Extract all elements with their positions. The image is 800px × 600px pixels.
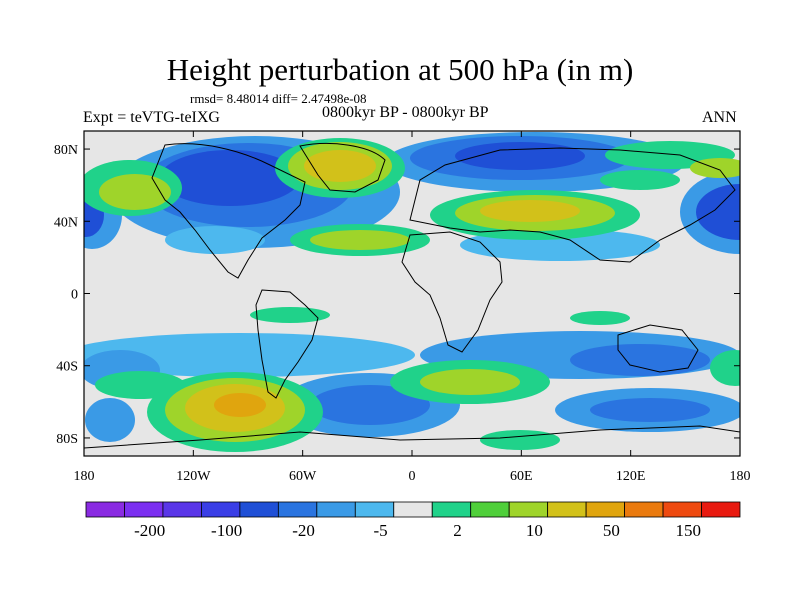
colorbar xyxy=(85,501,741,518)
contour-band xyxy=(250,307,330,323)
colorbar-label: 2 xyxy=(453,521,462,540)
contour-band xyxy=(310,230,410,250)
lat-label: 0 xyxy=(71,288,78,303)
contour-band xyxy=(590,398,710,422)
coastline-australia xyxy=(617,324,699,373)
colorbar-swatch xyxy=(85,501,125,518)
contour-band xyxy=(710,350,740,386)
coastlines xyxy=(84,143,740,449)
lat-label: 40S xyxy=(56,360,78,375)
colorbar-swatch xyxy=(547,501,587,518)
lon-label: 120E xyxy=(616,469,646,484)
contour-band xyxy=(480,430,560,450)
height-anomaly-fill xyxy=(84,132,740,452)
lat-label: 80N xyxy=(54,143,78,158)
contour-band xyxy=(165,226,265,254)
contour-band xyxy=(696,184,740,240)
coastline-greenland xyxy=(299,143,386,193)
season-label: ANN xyxy=(702,109,737,126)
colorbar-swatch xyxy=(624,501,664,518)
colorbar-swatch xyxy=(277,501,318,518)
contour-band xyxy=(600,170,680,190)
contour-band xyxy=(304,150,376,182)
colorbar-labels: -200 -100 -20 -5 2 10 50 150 xyxy=(134,521,701,540)
colorbar-swatch xyxy=(239,501,279,518)
contour-band xyxy=(570,344,710,376)
colorbar-label: 150 xyxy=(676,521,702,540)
colorbar-swatch xyxy=(201,501,241,518)
colorbar-label: -100 xyxy=(211,521,242,540)
period-label: 0800kyr BP - 0800kyr BP xyxy=(322,104,489,121)
lon-label: 180 xyxy=(730,469,751,484)
contour-band xyxy=(85,398,135,442)
coastline-south-america xyxy=(255,289,319,399)
contour-band xyxy=(420,369,520,395)
experiment-label: Expt = teVTG-teIXG xyxy=(83,109,220,126)
contour-band xyxy=(480,200,580,222)
colorbar-label: -200 xyxy=(134,521,165,540)
colorbar-label: 50 xyxy=(603,521,620,540)
contour-band xyxy=(99,174,171,210)
contour-band xyxy=(214,393,266,417)
lon-label: 60W xyxy=(289,469,317,484)
contour-band xyxy=(310,385,430,425)
coastline-north-america xyxy=(151,143,306,279)
colorbar-label: -20 xyxy=(292,521,315,540)
lon-label: 180 xyxy=(74,469,95,484)
colorbar-swatch xyxy=(701,501,741,518)
colorbar-swatch xyxy=(162,501,202,518)
lat-label: 40N xyxy=(54,215,78,230)
colorbar-swatch xyxy=(470,501,510,518)
contour-field xyxy=(84,131,740,456)
contour-band xyxy=(160,150,300,206)
colorbar-swatch xyxy=(124,501,164,518)
rmsd-diff-stats: rmsd= 8.48014 diff= 2.47498e-08 xyxy=(190,91,367,106)
contour-band xyxy=(690,158,740,178)
colorbar-swatch xyxy=(662,501,702,518)
coastline-africa xyxy=(401,231,503,353)
lat-label: 80S xyxy=(56,432,78,447)
colorbar-label: 10 xyxy=(526,521,543,540)
plot-title: Height perturbation at 500 hPa (in m) xyxy=(166,52,634,87)
colorbar-swatch xyxy=(316,501,356,518)
colorbar-swatch xyxy=(585,501,625,518)
coastline-antarctica xyxy=(84,425,740,449)
colorbar-swatch xyxy=(431,501,472,518)
colorbar-label: -5 xyxy=(373,521,387,540)
lon-label: 0 xyxy=(409,469,416,484)
contour-band xyxy=(570,311,630,325)
colorbar-swatch xyxy=(354,501,395,518)
lon-label: 120W xyxy=(176,469,211,484)
latitude-axis: 80N 40N 0 40S 80S xyxy=(54,143,740,447)
longitude-axis: 180 120W 60W 0 60E 120E 180 xyxy=(74,131,751,484)
colorbar-swatch xyxy=(393,501,433,518)
lon-label: 60E xyxy=(510,469,533,484)
contour-band xyxy=(84,333,415,377)
coastline-eurasia xyxy=(409,147,736,263)
contour-band xyxy=(455,142,585,170)
colorbar-swatch xyxy=(508,501,549,518)
